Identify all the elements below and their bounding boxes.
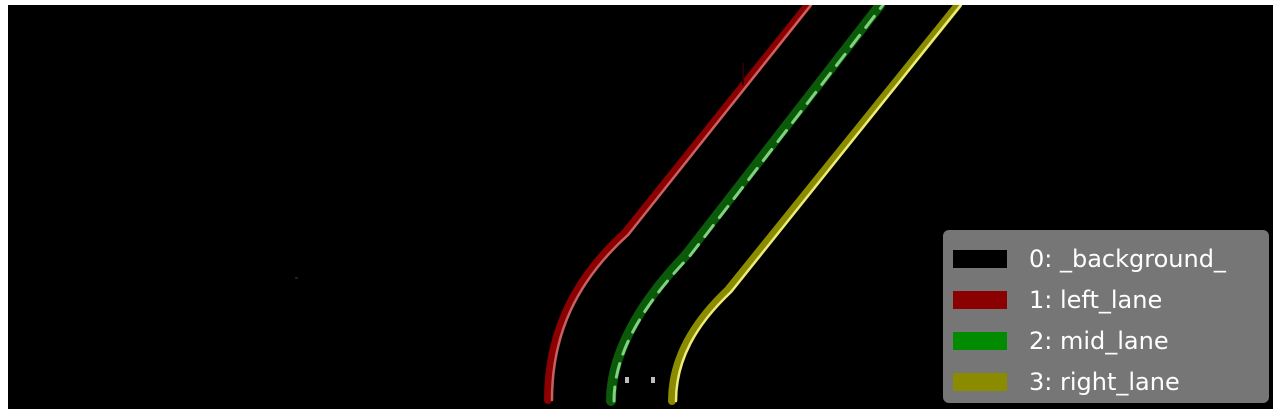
- noise-speck: [651, 377, 655, 383]
- left-lane-line: [548, 5, 808, 400]
- legend-label: 3: right_lane: [1029, 370, 1180, 394]
- legend-swatch: [953, 332, 1007, 350]
- legend-item-mid-lane: 2: mid_lane: [953, 320, 1259, 361]
- legend-swatch: [953, 373, 1007, 391]
- legend-swatch: [953, 291, 1007, 309]
- noise-speck: [625, 377, 629, 383]
- legend-label: 0: _background_: [1029, 247, 1226, 271]
- legend-item-left-lane: 1: left_lane: [953, 279, 1259, 320]
- segmentation-canvas: 0: _background_ 1: left_lane 2: mid_lane…: [8, 5, 1273, 409]
- legend: 0: _background_ 1: left_lane 2: mid_lane…: [943, 230, 1269, 403]
- legend-item-background: 0: _background_: [953, 238, 1259, 279]
- left-lane-highlight: [552, 5, 811, 400]
- legend-label: 2: mid_lane: [1029, 329, 1169, 353]
- noise-speck: [295, 277, 298, 279]
- legend-item-right-lane: 3: right_lane: [953, 361, 1259, 402]
- right-lane-line: [672, 5, 958, 401]
- legend-label: 1: left_lane: [1029, 288, 1162, 312]
- right-lane-highlight: [676, 5, 961, 401]
- lane-lines-group: [295, 5, 961, 401]
- legend-swatch: [953, 250, 1007, 268]
- noise-speck: [742, 63, 744, 85]
